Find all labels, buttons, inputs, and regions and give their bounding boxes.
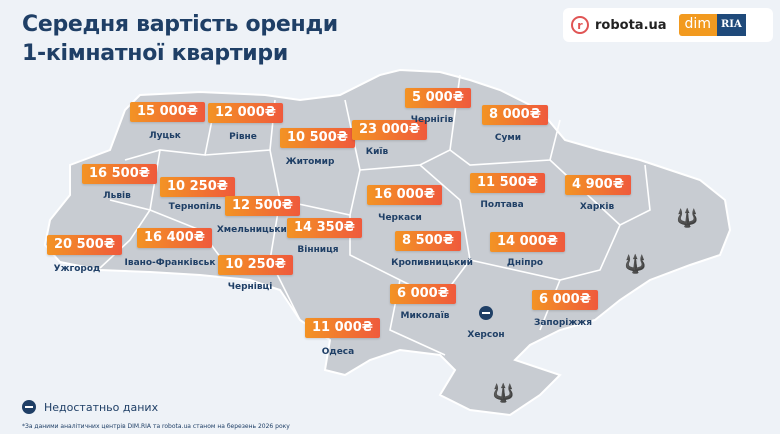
trident-icon: 🔱 xyxy=(624,254,647,275)
price-badge: 16 400₴ xyxy=(137,228,212,248)
city-label: Харків xyxy=(579,202,615,212)
price-badge: 11 500₴ xyxy=(470,173,545,193)
trident-icon: 🔱 xyxy=(676,208,699,229)
minus-circle-icon xyxy=(479,306,493,320)
price-badge: 12 500₴ xyxy=(225,196,300,216)
city-label: Рівне xyxy=(229,132,257,142)
city-label: Луцьк xyxy=(149,131,181,141)
legend: Недостатньо даних xyxy=(22,400,158,414)
price-badge: 10 500₴ xyxy=(280,128,355,148)
ria-logo: RIA xyxy=(716,14,746,36)
price-badge: 10 250₴ xyxy=(160,177,235,197)
city-label: Хмельницький xyxy=(216,225,294,235)
price-badge: 4 900₴ xyxy=(565,175,631,195)
ukraine-outline xyxy=(43,68,732,417)
city-label: Львів xyxy=(103,191,131,201)
price-badge: 20 500₴ xyxy=(47,235,122,255)
city-label: Кропивницький xyxy=(391,258,473,268)
city-label: Черкаси xyxy=(378,213,422,223)
city-label: Дніпро xyxy=(506,258,544,268)
minus-circle-icon xyxy=(22,400,36,414)
price-badge: 16 000₴ xyxy=(367,185,442,205)
partner-logos: r robota.ua dim RIA xyxy=(563,8,773,42)
city-label: Івано-Франківськ xyxy=(124,258,216,268)
city-label: Херсон xyxy=(467,330,505,340)
city-label: Чернігів xyxy=(410,115,454,125)
city-label: Запоріжжя xyxy=(533,318,593,328)
price-badge: 8 500₴ xyxy=(395,231,461,251)
trident-icon: 🔱 xyxy=(492,383,515,404)
price-badge: 5 000₴ xyxy=(405,88,471,108)
page-title: Середня вартість оренди 1-кімнатної кварт… xyxy=(22,10,338,68)
price-badge: 14 000₴ xyxy=(490,232,565,252)
city-label: Суми xyxy=(494,133,522,143)
dim-logo: dim xyxy=(678,14,717,36)
city-label: Ужгород xyxy=(53,264,101,274)
price-badge: 14 350₴ xyxy=(287,218,362,238)
robota-logo-icon: r xyxy=(571,16,589,34)
title-line: Середня вартість оренди xyxy=(22,12,338,37)
price-badge: 11 000₴ xyxy=(305,318,380,338)
price-badge: 12 000₴ xyxy=(208,103,283,123)
price-badge: 8 000₴ xyxy=(482,105,548,125)
price-badge: 6 000₴ xyxy=(532,290,598,310)
city-label: Миколаїв xyxy=(400,311,450,321)
price-badge: 23 000₴ xyxy=(352,120,427,140)
city-label: Житомир xyxy=(285,157,335,167)
city-label: Одеса xyxy=(321,347,355,357)
city-label: Чернівці xyxy=(227,282,273,292)
robota-logo: robota.ua xyxy=(595,17,667,33)
price-badge: 6 000₴ xyxy=(390,284,456,304)
price-badge: 15 000₴ xyxy=(130,102,205,122)
legend-label: Недостатньо даних xyxy=(44,400,159,414)
city-label: Тернопіль xyxy=(168,202,222,212)
city-label: Київ xyxy=(365,147,389,157)
price-badge: 16 500₴ xyxy=(82,164,157,184)
city-label: Вінниця xyxy=(297,245,339,255)
footnote: *За даними аналітичних центрів DIM.RIA т… xyxy=(22,423,290,430)
title-line: 1-кімнатної квартири xyxy=(22,41,288,66)
city-label: Полтава xyxy=(480,200,524,210)
price-badge: 10 250₴ xyxy=(218,255,293,275)
